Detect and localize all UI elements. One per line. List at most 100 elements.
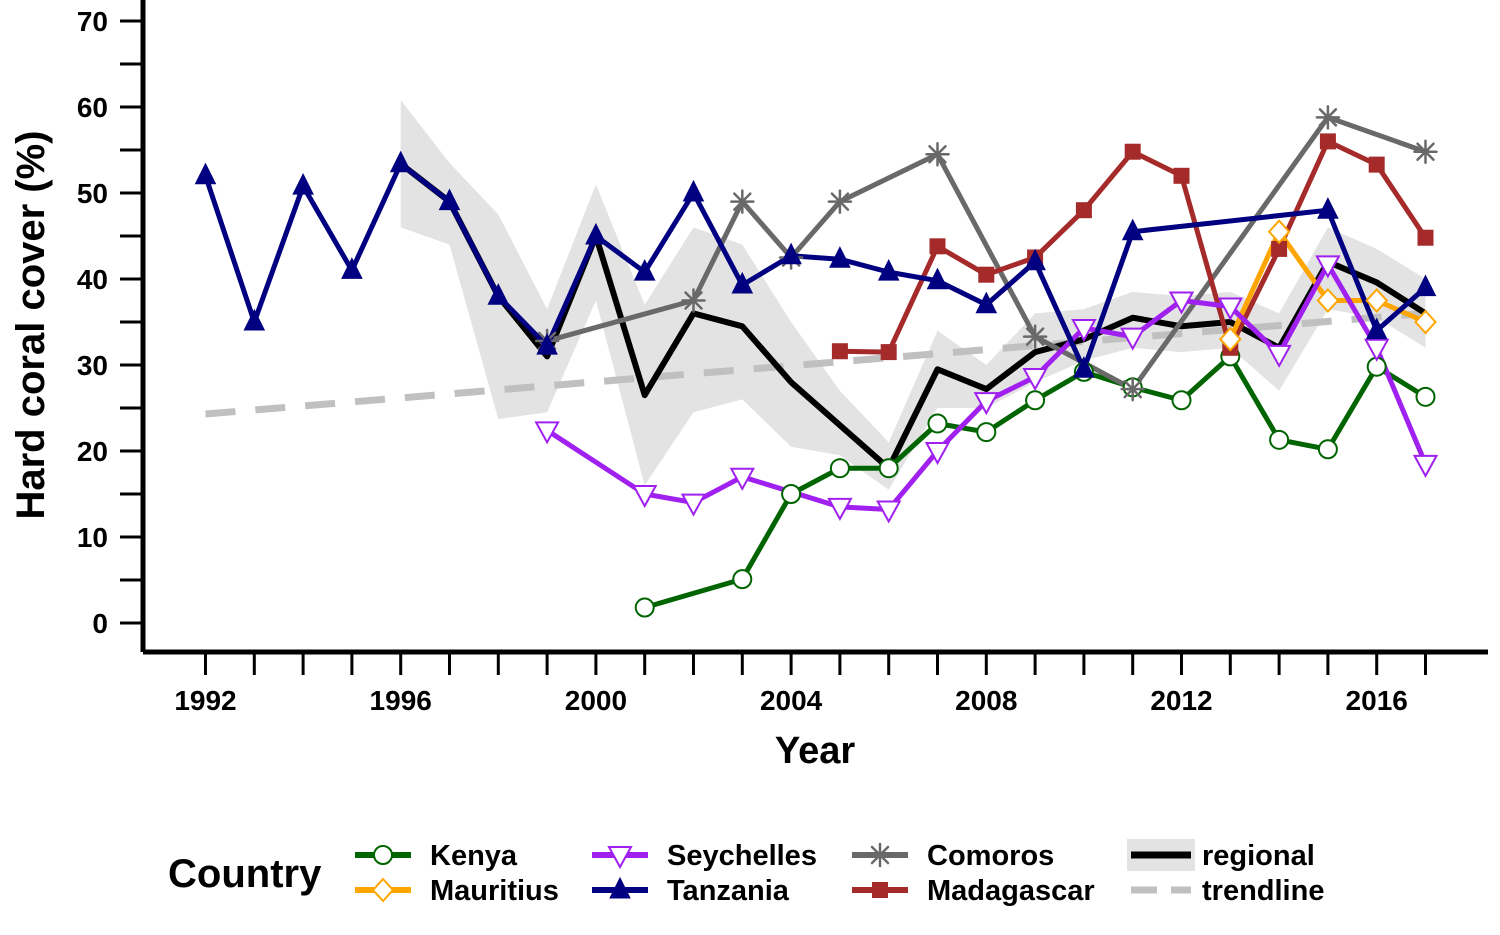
x-tick-label: 2000 [565,685,627,716]
kenya-point [1317,439,1338,460]
comoros-point [1413,139,1438,164]
legend-label: trendline [1202,875,1324,907]
tanzania-point [194,162,217,185]
regional-confidence-band [400,100,1426,490]
tanzania-point [341,257,363,279]
kenya-point [878,458,899,479]
y-tick-label: 50 [77,178,108,209]
comoros-point [1120,376,1145,402]
legend-swatch-marker [371,877,395,903]
legend-label: Madagascar [927,875,1095,907]
x-tick-label: 2012 [1150,685,1212,716]
x-tick-label: 2016 [1346,685,1408,716]
legend-item-trendline: trendline [1131,875,1324,907]
tanzania-point [1024,248,1046,271]
y-tick-label: 10 [77,522,108,553]
mauritius-point [1267,219,1291,245]
x-axis-label: Year [775,730,856,772]
seychelles-point [1120,327,1146,351]
seychelles-point [632,485,658,509]
seychelles-point [1412,454,1439,478]
seychelles-point [1217,297,1243,321]
mauritius-point [1316,288,1340,313]
legend-item-comoros: Comoros [852,840,1054,872]
legend-swatch-marker [373,845,393,865]
tanzania-point [1073,356,1095,378]
legend-item-seychelles: Seychelles [592,840,817,872]
legend-title: Country [168,852,322,896]
madagascar-point [1271,240,1288,257]
seychelles-point [1266,344,1292,368]
seychelles-point [1315,255,1341,279]
tanzania-point [1317,197,1339,219]
madagascar-point [831,343,848,360]
tanzania-point [780,242,802,265]
y-tick-label: 0 [92,608,108,639]
legend-label: Seychelles [667,840,817,872]
tanzania-point [1121,218,1144,241]
madagascar-point [1075,202,1092,219]
y-tick-label: 60 [77,92,108,123]
x-tick-label: 2008 [955,685,1017,716]
tanzania-point [292,173,314,195]
legend-swatch-marker [607,846,633,870]
legend-label: Tanzania [667,875,790,907]
seychelles-point [729,467,755,491]
comoros-point [1022,324,1048,349]
y-tick-label: 70 [77,6,108,37]
tanzania-point [682,179,705,202]
legend-item-mauritius: Mauritius [355,875,559,907]
tanzania-point [487,283,510,305]
trendline-layer [205,309,1426,418]
madagascar-point [929,238,946,255]
kenya-point [1171,390,1192,411]
comoros-point [925,142,950,167]
legend-label: regional [1202,840,1315,872]
y-tick-label: 30 [77,350,108,381]
x-tick-label: 1996 [370,685,432,716]
seychelles-point [827,497,853,521]
seychelles-point [924,442,951,466]
comoros-point [1315,105,1341,130]
kenya-point [829,458,850,479]
seychelles-point [1071,319,1097,343]
comoros-point [730,189,755,214]
tanzania-point [585,222,607,245]
kenya-point [1269,429,1290,450]
series-markers-layer [194,105,1439,618]
seychelles-point [1364,338,1390,362]
mauritius-point [1218,326,1242,352]
legend-label: Comoros [927,840,1054,872]
kenya-point [1415,386,1436,407]
kenya-point [927,413,948,434]
confidence-band-layer [400,100,1426,490]
kenya-line [644,353,1427,610]
seychelles-point [1022,368,1048,392]
tanzania-point [829,246,851,268]
comoros-point [681,288,706,313]
legend-swatch-marker [872,882,888,898]
tanzania-point [926,267,949,290]
legend-item-tanzania: Tanzania [592,875,790,907]
x-tick-label: 1992 [174,685,236,716]
legend-label: Mauritius [430,875,559,907]
seychelles-point [1168,291,1195,315]
y-tick-label: 20 [77,436,108,467]
kenya-point [1025,390,1046,411]
kenya-point [781,484,802,504]
seychelles-point [973,392,999,416]
tanzania-point [438,188,461,211]
kenya-point [976,422,997,443]
y-tick-label: 40 [77,264,108,295]
axes-layer: 0 10 20 30 40 50 60 70 1992 1996 2000 2004 2008 2012 2… [77,0,1488,716]
kenya-point [634,597,655,618]
tanzania-point [243,308,266,331]
madagascar-point [978,266,995,283]
tanzania-point [975,291,998,314]
x-tick-label: 2004 [760,685,823,716]
tanzania-point [1365,317,1388,340]
tanzania-point [731,271,754,294]
comoros-point [827,189,853,214]
